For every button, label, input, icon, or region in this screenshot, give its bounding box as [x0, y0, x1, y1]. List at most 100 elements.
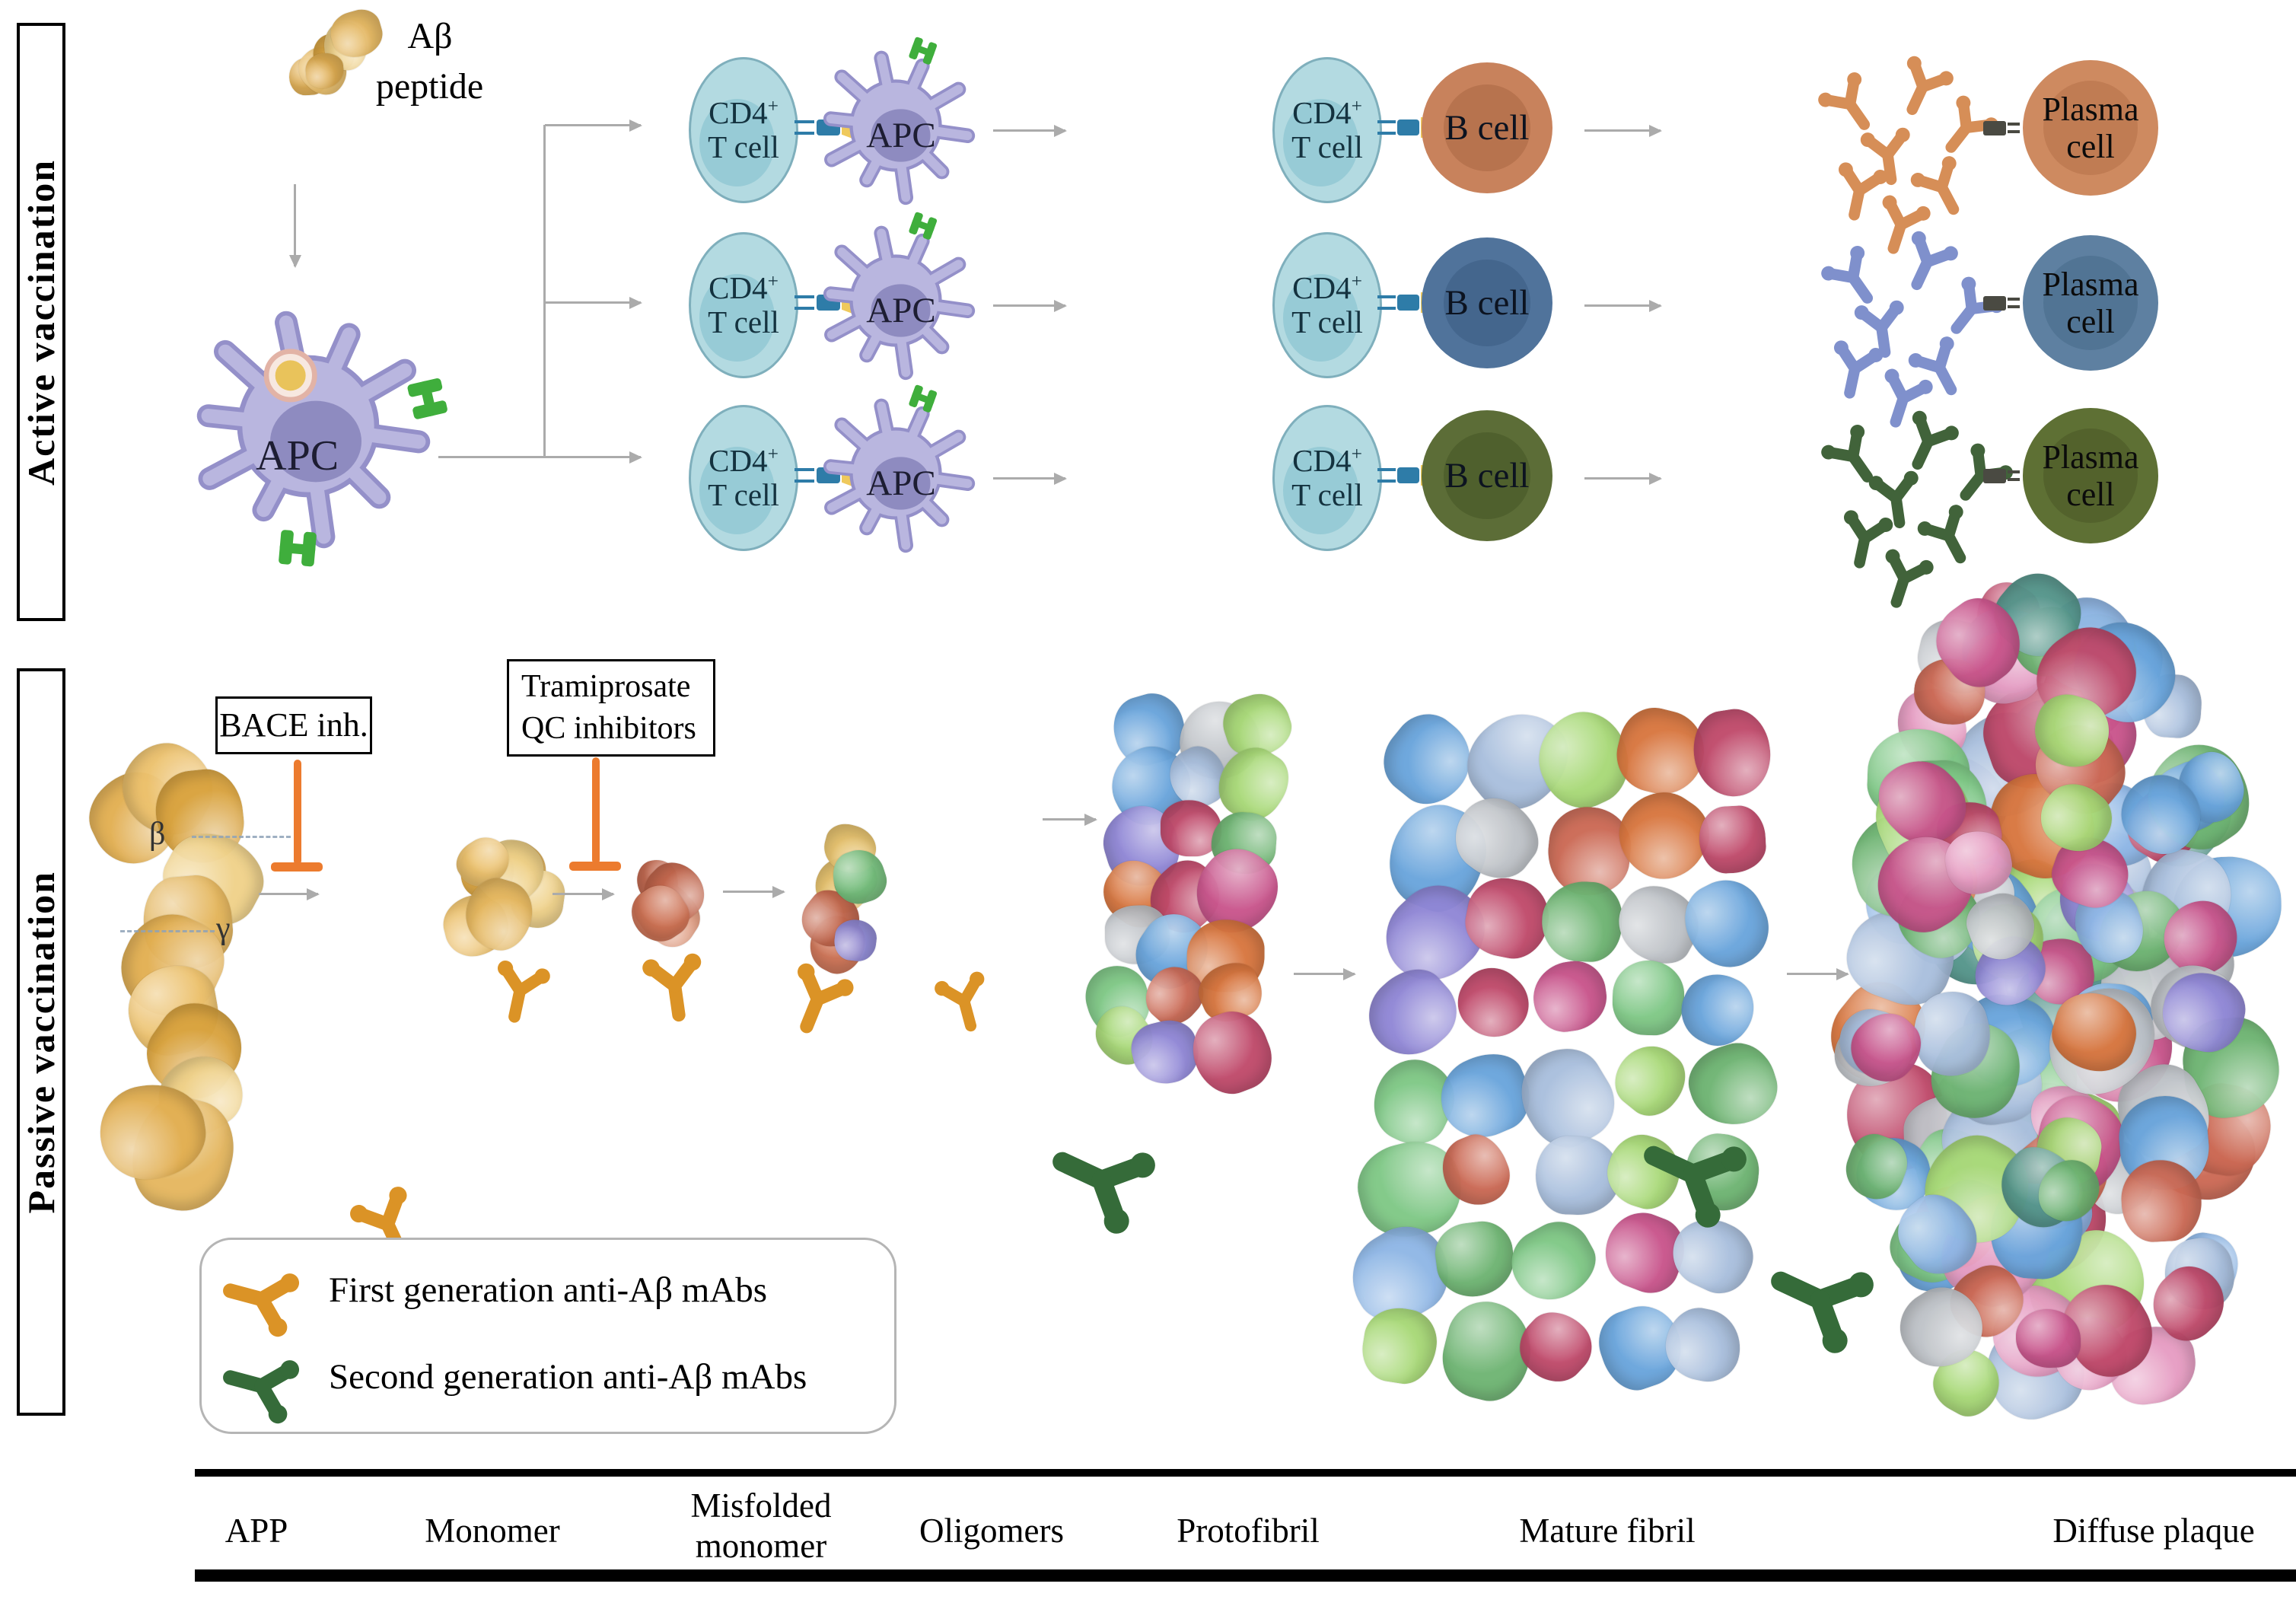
oligomer-structure — [791, 819, 892, 983]
arrow-bcell-to-plasma-row3 — [1584, 477, 1661, 480]
plasma-antibody-icon — [1821, 149, 1899, 227]
arrow-oligomer-to-protofibril — [1043, 818, 1096, 821]
axis-line-bottom — [195, 1569, 2296, 1582]
legend-second-gen-label: Second generation anti-Aβ mAbs — [329, 1357, 807, 1397]
plasma-antibody-icon — [1806, 230, 1897, 321]
bace-inhibitor-label: BACE inh. — [219, 706, 368, 744]
axis-label-oligomers: Oligomers — [919, 1512, 1064, 1550]
plasma-stub-row3 — [1983, 468, 2021, 502]
branch-arrow-row1 — [545, 124, 641, 126]
gamma-cleavage-label: γ — [216, 911, 231, 946]
arrow-antigen-to-apc — [294, 184, 296, 266]
bcell-label-row3: B cell — [1444, 456, 1530, 496]
arrow-protofibril-to-fibril — [1294, 973, 1355, 975]
apc-label-row1: APC — [866, 115, 936, 155]
plasma-antibody-icon — [1826, 497, 1904, 575]
plasma-stub-row1 — [1983, 120, 2021, 154]
plasma-antibody-icon — [1896, 141, 1985, 229]
beta-cleavage-line — [192, 836, 291, 838]
plasma-antibody-icon — [1850, 115, 1924, 189]
arrow-apc-to-bcell-row3 — [993, 477, 1065, 480]
arrow-fibril-to-plaque — [1787, 973, 1848, 975]
axis-label-misfolded: Misfolded monomer — [690, 1487, 832, 1566]
second-gen-mab-icon — [1030, 1106, 1181, 1257]
apc-cell-row1: APC — [807, 37, 985, 215]
beta-cleavage-label: β — [149, 817, 166, 852]
apc-label-row2: APC — [866, 290, 936, 330]
first-gen-mab-icon — [479, 946, 562, 1029]
bace-inhibition-bar — [294, 760, 301, 865]
arrow-bcell-to-plasma-row1 — [1584, 129, 1661, 132]
plasma-antibody-icon — [1886, 396, 1973, 483]
bcell-label-row2: B cell — [1444, 283, 1530, 323]
tramiprosate-label-line2: QC inhibitors — [521, 711, 696, 746]
mature-fibril-structure — [1335, 693, 1786, 1410]
plasma-antibody-icon — [1864, 535, 1946, 617]
plasma-cell-row3: Plasma cell — [2023, 408, 2158, 543]
tramiprosate-inhibition-bar — [592, 757, 600, 864]
tramiprosate-inhibition-cap — [569, 862, 621, 871]
axis-label-mature-fibril: Mature fibril — [1519, 1512, 1696, 1550]
app-structure — [75, 728, 291, 1221]
monomer-structure — [420, 826, 568, 963]
axis-label-monomer: Monomer — [425, 1512, 560, 1550]
apc-main-cell: APC — [171, 289, 447, 567]
cd4-tcell-apc-row1: CD4+ T cell — [689, 57, 798, 203]
legend-first-gen-icon — [212, 1248, 317, 1352]
plasma-antibody-icon — [1803, 56, 1894, 148]
second-gen-mab-icon — [1748, 1225, 1900, 1377]
branch-arrow-row3 — [545, 456, 641, 458]
plasma-cell-row2: Plasma cell — [2023, 235, 2158, 371]
misfolded-monomer-structure — [622, 843, 715, 956]
plasma-antibody-icon — [1885, 216, 1972, 303]
cd4-label: CD4 — [709, 94, 768, 130]
plasma-antibody-icon — [1903, 489, 1992, 578]
antibody-cloud-row3 — [1805, 394, 2026, 608]
apc-cell-row2: APC — [807, 212, 985, 390]
arrow-app-to-monomer — [259, 893, 318, 895]
active-vaccination-section-label: Active vaccination — [17, 23, 65, 621]
legend-second-gen-icon — [212, 1334, 317, 1439]
axis-label-diffuse-plaque: Diffuse plaque — [2052, 1512, 2255, 1550]
plasma-antibody-icon — [1806, 409, 1897, 500]
diffuse-plaque-structure — [1813, 558, 2286, 1459]
branch-vertical-line — [543, 125, 546, 458]
axis-label-app: APP — [225, 1512, 288, 1550]
cd4-tcell-apc-row2: CD4+ T cell — [689, 232, 798, 378]
plasma-antibody-icon — [1844, 288, 1918, 362]
abeta-peptide-label-line1: Aβ — [407, 16, 453, 56]
plasma-antibody-icon — [1880, 41, 1967, 128]
plasma-antibody-icon — [1863, 355, 1945, 437]
branch-arrow-row2 — [545, 301, 641, 304]
passive-vaccination-section-label: Passive vaccination — [17, 668, 65, 1416]
tramiprosate-box: Tramiprosate QC inhibitors — [507, 659, 715, 757]
first-gen-mab-icon — [630, 938, 718, 1026]
cd4-tcell-bcell-row1: CD4+ T cell — [1272, 57, 1382, 203]
bcell-label-row1: B cell — [1444, 108, 1530, 148]
second-gen-mab-icon — [1621, 1100, 1772, 1251]
bace-inhibition-cap — [271, 862, 323, 872]
legend-first-gen-label: First generation anti-Aβ mAbs — [329, 1270, 768, 1310]
bcell-row1: B cell — [1422, 62, 1552, 193]
tramiprosate-label-line1: Tramiprosate — [521, 669, 691, 705]
gamma-cleavage-line — [120, 930, 215, 932]
axis-label-protofibril: Protofibril — [1177, 1512, 1320, 1550]
apc-cell-row3: APC — [807, 384, 985, 562]
passive-vaccination-text: Passive vaccination — [20, 870, 62, 1214]
arrow-bcell-to-plasma-row2 — [1584, 304, 1661, 307]
plasma-cell-row1: Plasma cell — [2023, 60, 2158, 196]
apc-main-label: APC — [256, 432, 339, 480]
first-gen-mab-icon — [922, 958, 1005, 1040]
tcell-label: T cell — [708, 129, 779, 164]
plasma-antibody-icon — [1861, 181, 1943, 263]
abeta-peptide-label-line2: peptide — [375, 66, 484, 107]
cd4-plus: + — [767, 95, 779, 117]
protofibril-structure — [1078, 686, 1300, 1104]
plasma-antibody-icon — [1817, 327, 1894, 405]
apc-label-row3: APC — [866, 463, 936, 503]
branch-feed-line — [438, 456, 545, 458]
cd4-tcell-bcell-row3: CD4+ T cell — [1272, 405, 1382, 551]
arrow-misfolded-to-oligomer — [723, 891, 784, 893]
plasma-stub-row2 — [1983, 295, 2021, 329]
